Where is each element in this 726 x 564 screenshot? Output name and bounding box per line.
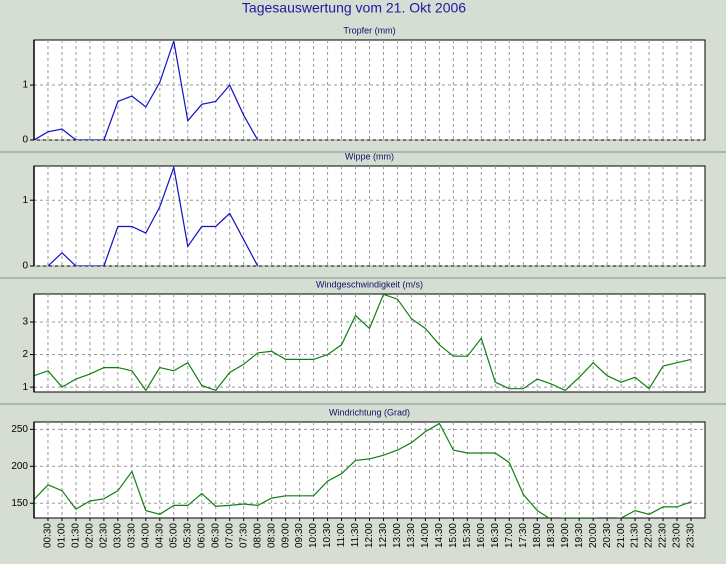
x-tick-label: 22:30 [658,523,669,548]
x-tick-label: 19:30 [574,523,585,548]
x-tick-label: 16:00 [476,523,487,548]
x-tick-label: 13:00 [392,523,403,548]
x-tick-label: 17:00 [504,523,515,548]
x-tick-label: 01:30 [71,523,82,548]
x-tick-label: 12:00 [364,523,375,548]
x-tick-label: 17:30 [518,523,529,548]
x-tick-label: 09:00 [280,523,291,548]
data-line [34,40,259,140]
x-tick-label: 00:30 [43,523,54,548]
x-tick-label: 10:00 [308,523,319,548]
panel-title: Wippe (mm) [345,151,394,161]
x-tick-label: 08:30 [266,523,277,548]
x-tick-label: 20:00 [588,523,599,548]
x-tick-label: 14:30 [434,523,445,548]
y-tick-label: 1 [22,80,28,91]
x-tick-label: 05:30 [182,523,193,548]
panel-title: Windrichtung (Grad) [329,407,410,417]
x-tick-label: 10:30 [322,523,333,548]
y-tick-label: 200 [11,461,28,472]
y-tick-label: 1 [22,195,28,206]
data-line [47,166,259,266]
y-tick-label: 3 [22,317,28,328]
x-tick-label: 11:30 [350,523,361,548]
x-tick-label: 06:00 [196,523,207,548]
data-line [34,422,692,518]
x-tick-label: 03:30 [126,523,137,548]
y-tick-label: 1 [22,382,28,393]
x-tick-label: 04:00 [140,523,151,548]
x-tick-label: 05:00 [168,523,179,548]
y-tick-label: 0 [22,261,28,272]
x-tick-label: 18:30 [546,523,557,548]
x-tick-label: 07:30 [238,523,249,548]
x-tick-label: 07:00 [224,523,235,548]
x-tick-label: 22:00 [644,523,655,548]
y-tick-label: 150 [11,498,28,509]
x-tick-label: 19:00 [560,523,571,548]
x-tick-label: 23:30 [686,523,697,548]
y-tick-label: 0 [22,135,28,146]
panel-title: Tropfer (mm) [343,25,395,35]
x-tick-label: 12:30 [378,523,389,548]
x-tick-label: 03:00 [113,523,124,548]
x-tick-label: 11:00 [336,523,347,548]
x-tick-label: 04:30 [154,523,165,548]
x-tick-label: 20:30 [602,523,613,548]
x-tick-label: 01:00 [57,523,68,548]
data-line [34,294,692,392]
x-tick-label: 21:00 [616,523,627,548]
x-tick-label: 06:30 [210,523,221,548]
y-tick-label: 2 [22,349,28,360]
panel-title: Windgeschwindigkeit (m/s) [316,279,423,289]
y-tick-label: 250 [11,424,28,435]
x-tick-label: 09:30 [294,523,305,548]
x-tick-label: 02:30 [99,523,110,548]
main-title: Tagesauswertung vom 21. Okt 2006 [242,0,466,16]
x-tick-label: 16:30 [490,523,501,548]
x-tick-label: 02:00 [85,523,96,548]
x-tick-label: 21:30 [630,523,641,548]
x-tick-label: 23:00 [672,523,683,548]
x-tick-label: 15:30 [462,523,473,548]
x-tick-label: 14:00 [420,523,431,548]
x-tick-label: 13:30 [406,523,417,548]
x-tick-label: 15:00 [448,523,459,548]
x-tick-label: 18:00 [532,523,543,548]
x-tick-label: 08:00 [252,523,263,548]
